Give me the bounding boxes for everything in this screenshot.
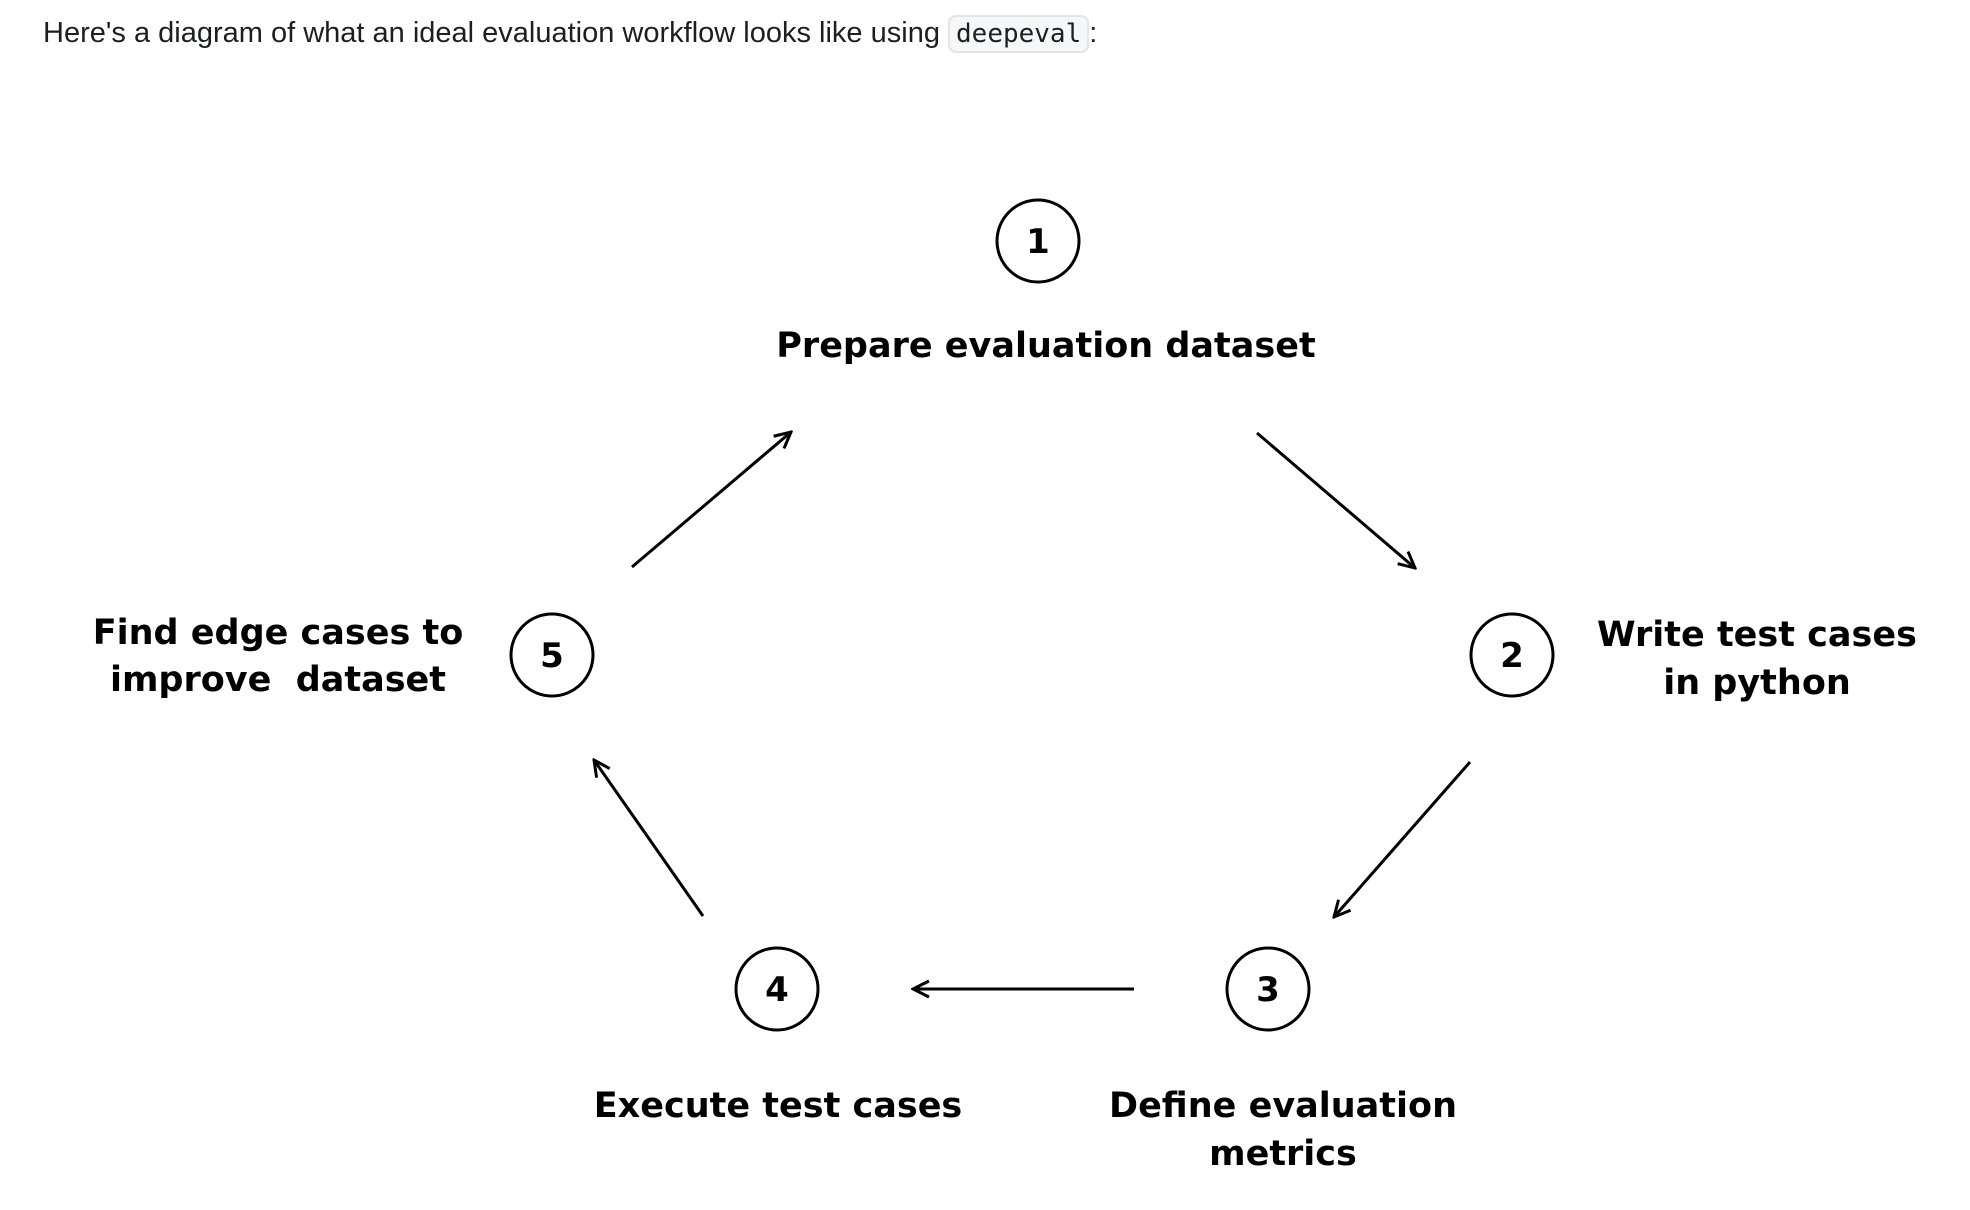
step-5-label-line2: improve dataset [110, 660, 446, 700]
step-2-label-line2: in python [1663, 663, 1851, 703]
step-4-number: 4 [765, 970, 789, 1010]
step-4-label: Execute test cases [594, 1086, 963, 1126]
step-2-number: 2 [1500, 636, 1524, 676]
step-3-number: 3 [1256, 970, 1280, 1010]
step-1-label: Prepare evaluation dataset [776, 326, 1315, 366]
arrow-1-to-2 [1256, 431, 1415, 568]
step-5-number: 5 [540, 636, 564, 676]
arrow-4-to-5 [594, 760, 705, 917]
step-1-number: 1 [1026, 222, 1050, 262]
step-3-circle [1225, 946, 1311, 1032]
step-3-label-line1: Define evaluation [1109, 1086, 1457, 1126]
step-5-circle [509, 612, 595, 698]
arrow-5-to-1 [631, 432, 791, 569]
step-1-circle [995, 198, 1081, 284]
intro-suffix: : [1089, 17, 1098, 49]
step-2-circle [1469, 612, 1555, 698]
step-4-circle [734, 946, 820, 1032]
intro-sentence: Here's a diagram of what an ideal evalua… [43, 17, 949, 49]
step-3-label-line2: metrics [1209, 1134, 1357, 1174]
intro-text: Here's a diagram of what an ideal evalua… [43, 10, 1097, 57]
step-2-label-line1: Write test cases [1597, 615, 1917, 655]
code-deepeval: deepeval [948, 15, 1090, 53]
step-5-label-line1: Find edge cases to [93, 613, 464, 653]
arrow-2-to-3 [1334, 761, 1472, 917]
